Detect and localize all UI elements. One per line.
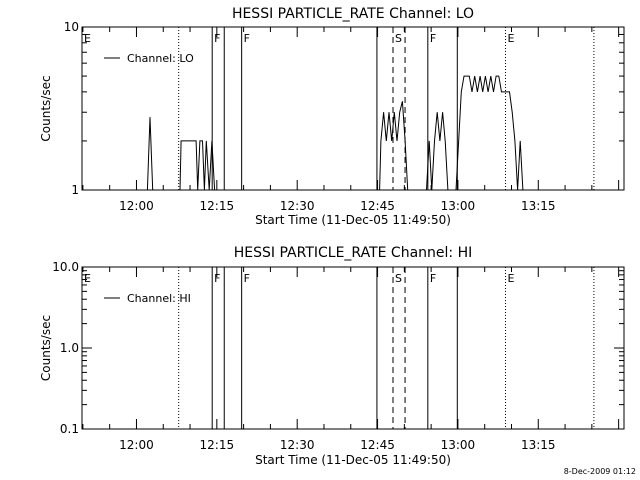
x-tick-label: 12:45 [360,438,395,452]
y-tick-label: 10.0 [52,260,79,274]
event-marker-label: E [508,32,515,45]
event-marker-label: S [395,32,402,45]
chart-title: HESSI PARTICLE_RATE Channel: HI [234,245,472,261]
x-tick-label: 12:00 [119,199,154,213]
series-line [146,75,524,191]
event-marker-label: F [244,272,250,285]
x-axis-label: Start Time (11-Dec-05 11:49:50) [255,453,451,467]
generation-timestamp: 8-Dec-2009 01:12 [564,467,636,476]
event-marker-label: F [430,32,436,45]
x-axis-label: Start Time (11-Dec-05 11:49:50) [255,213,451,227]
x-tick-label: 13:15 [521,199,556,213]
lo-channel-panel: HESSI PARTICLE_RATE Channel: LO 1 10 12:00 1… [39,6,625,227]
x-tick-label: 13:15 [521,438,556,452]
x-tick-label: 13:00 [441,199,476,213]
y-axis-label: Counts/sec [39,75,53,141]
event-marker-label: F [214,272,220,285]
x-tick-label: 12:30 [280,199,315,213]
event-marker-label: E [84,32,91,45]
y-tick-label: 1 [71,183,79,197]
legend-label: Channel: LO [127,52,194,65]
event-marker-label: E [508,272,515,285]
event-marker-label: E [84,272,91,285]
x-tick-label: 12:15 [200,438,235,452]
y-tick-label: 10 [64,20,79,34]
chart-legend: Channel: HI [104,292,191,305]
y-axis-label: Counts/sec [39,315,53,381]
y-tick-label: 0.1 [60,422,79,436]
x-tick-label: 12:30 [280,438,315,452]
event-marker-label: S [395,272,402,285]
legend-label: Channel: HI [127,292,191,305]
x-tick-label: 12:15 [200,199,235,213]
x-tick-label: 13:00 [441,438,476,452]
x-tick-label: 12:45 [360,199,395,213]
event-marker-label: F [214,32,220,45]
chart-title: HESSI PARTICLE_RATE Channel: LO [232,6,474,22]
event-marker-label: F [244,32,250,45]
event-marker-label: F [430,272,436,285]
hi-channel-panel: HESSI PARTICLE_RATE Channel: HI 0.1 1.0 10.… [39,245,625,467]
chart-legend: Channel: LO [104,52,194,65]
x-tick-label: 12:00 [119,438,154,452]
y-tick-label: 1.0 [60,341,79,355]
